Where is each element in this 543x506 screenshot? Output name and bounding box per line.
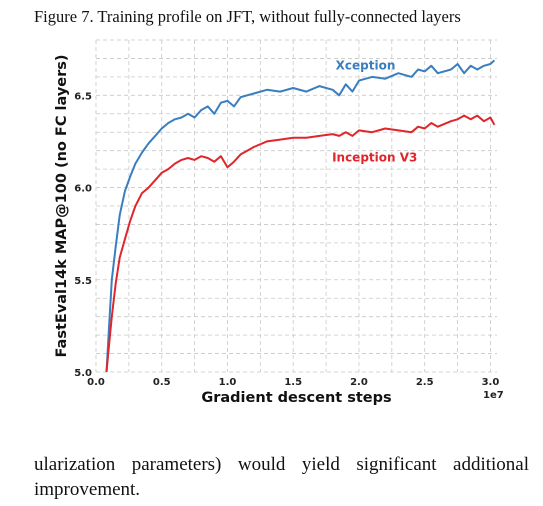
x-tick-label: 0.5 [153,377,171,388]
line-chart: 0.0 0.5 1.0 1.5 2.0 2.5 3.0 5.0 5.5 6.0 6.5 Xcepti… [54,39,504,406]
y-tick-label: 5.5 [74,276,92,287]
grid [95,39,497,373]
series-annotations: Xception Inception V3 [332,59,417,165]
x-tick-label: 0.0 [87,377,105,388]
y-tick-label: 6.5 [74,91,92,102]
x-tick-label: 2.0 [350,377,368,388]
series-annotation: Xception [336,59,396,73]
series-line-xception [105,59,496,373]
x-tick-label: 1.5 [284,377,302,388]
x-tick-label: 1.0 [219,377,237,388]
y-tick-label: 5.0 [74,368,92,379]
series-lines [105,59,496,373]
series-annotation: Inception V3 [332,151,417,165]
tick-labels: 0.0 0.5 1.0 1.5 2.0 2.5 3.0 5.0 5.5 6.0 6.5 [74,91,499,388]
x-tick-label: 2.5 [416,377,434,388]
x-axis-scale-label: 1e7 [483,390,504,401]
x-tick-label: 3.0 [482,377,500,388]
x-axis-label: Gradient descent steps [201,390,391,406]
body-paragraph: ularization parameters) would yield sign… [34,454,529,500]
y-tick-label: 6.0 [74,184,92,195]
y-axis-label: FastEval14k MAP@100 (no FC layers) [54,54,70,357]
series-line-inception-v3 [105,114,496,373]
figure-caption: Figure 7. Training profile on JFT, witho… [34,7,461,26]
